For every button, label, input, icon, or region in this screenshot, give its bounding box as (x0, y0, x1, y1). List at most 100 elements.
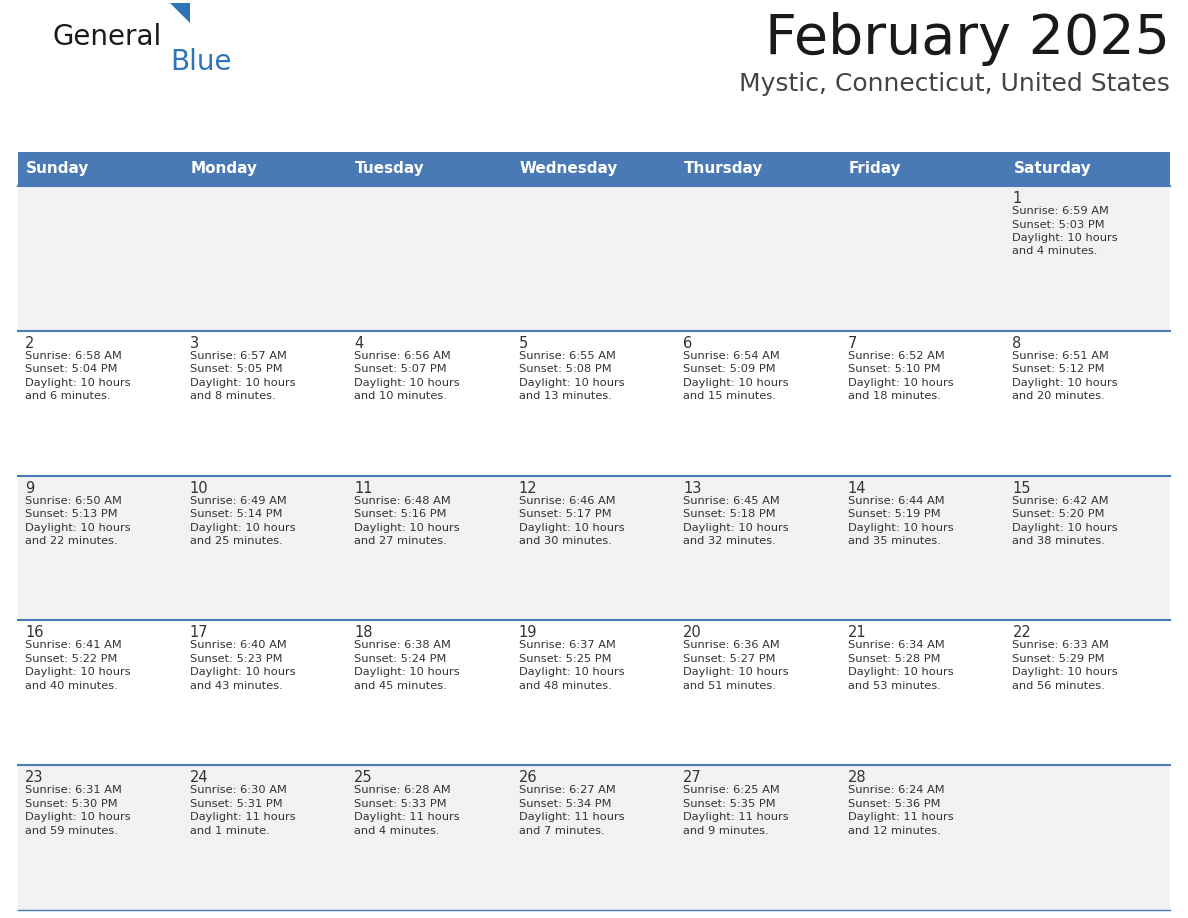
Text: Sunset: 5:24 PM: Sunset: 5:24 PM (354, 654, 447, 664)
Text: and 7 minutes.: and 7 minutes. (519, 825, 605, 835)
Text: Sunrise: 6:55 AM: Sunrise: 6:55 AM (519, 351, 615, 361)
Text: 22: 22 (1012, 625, 1031, 641)
Text: 9: 9 (25, 481, 34, 496)
Text: Sunset: 5:14 PM: Sunset: 5:14 PM (190, 509, 282, 519)
Text: Sunrise: 6:24 AM: Sunrise: 6:24 AM (848, 785, 944, 795)
Text: 12: 12 (519, 481, 537, 496)
Text: Daylight: 10 hours: Daylight: 10 hours (1012, 667, 1118, 677)
Text: Sunrise: 6:48 AM: Sunrise: 6:48 AM (354, 496, 451, 506)
Text: 4: 4 (354, 336, 364, 351)
Text: and 6 minutes.: and 6 minutes. (25, 391, 110, 401)
Text: Sunrise: 6:31 AM: Sunrise: 6:31 AM (25, 785, 122, 795)
Text: Sunrise: 6:46 AM: Sunrise: 6:46 AM (519, 496, 615, 506)
Text: Sunset: 5:34 PM: Sunset: 5:34 PM (519, 799, 611, 809)
Text: Daylight: 11 hours: Daylight: 11 hours (354, 812, 460, 823)
Text: Daylight: 10 hours: Daylight: 10 hours (683, 378, 789, 387)
Text: Mystic, Connecticut, United States: Mystic, Connecticut, United States (739, 72, 1170, 96)
Text: Sunset: 5:25 PM: Sunset: 5:25 PM (519, 654, 611, 664)
Text: 25: 25 (354, 770, 373, 785)
Text: Sunrise: 6:34 AM: Sunrise: 6:34 AM (848, 641, 944, 650)
Text: Sunset: 5:09 PM: Sunset: 5:09 PM (683, 364, 776, 375)
Text: Sunset: 5:12 PM: Sunset: 5:12 PM (1012, 364, 1105, 375)
Text: 8: 8 (1012, 336, 1022, 351)
Text: Daylight: 10 hours: Daylight: 10 hours (683, 667, 789, 677)
Text: and 22 minutes.: and 22 minutes. (25, 536, 118, 546)
Text: Daylight: 10 hours: Daylight: 10 hours (848, 522, 954, 532)
Text: Sunset: 5:20 PM: Sunset: 5:20 PM (1012, 509, 1105, 519)
Text: 24: 24 (190, 770, 208, 785)
Text: Saturday: Saturday (1013, 162, 1092, 176)
Text: Wednesday: Wednesday (519, 162, 618, 176)
Text: Sunrise: 6:40 AM: Sunrise: 6:40 AM (190, 641, 286, 650)
Text: Daylight: 10 hours: Daylight: 10 hours (25, 667, 131, 677)
Text: Sunrise: 6:30 AM: Sunrise: 6:30 AM (190, 785, 286, 795)
Text: 14: 14 (848, 481, 866, 496)
Text: and 10 minutes.: and 10 minutes. (354, 391, 447, 401)
Text: Sunrise: 6:52 AM: Sunrise: 6:52 AM (848, 351, 944, 361)
Text: and 12 minutes.: and 12 minutes. (848, 825, 941, 835)
Text: Daylight: 10 hours: Daylight: 10 hours (190, 522, 295, 532)
Text: Sunrise: 6:57 AM: Sunrise: 6:57 AM (190, 351, 286, 361)
Bar (18, 186, 1170, 330)
Text: 21: 21 (848, 625, 866, 641)
Text: Daylight: 10 hours: Daylight: 10 hours (354, 667, 460, 677)
Text: 18: 18 (354, 625, 373, 641)
Text: Sunset: 5:04 PM: Sunset: 5:04 PM (25, 364, 118, 375)
Text: Friday: Friday (849, 162, 902, 176)
Text: and 56 minutes.: and 56 minutes. (1012, 681, 1105, 691)
Text: and 51 minutes.: and 51 minutes. (683, 681, 776, 691)
Text: Sunrise: 6:58 AM: Sunrise: 6:58 AM (25, 351, 122, 361)
Text: Sunset: 5:18 PM: Sunset: 5:18 PM (683, 509, 776, 519)
Text: Daylight: 10 hours: Daylight: 10 hours (848, 378, 954, 387)
Text: Sunset: 5:33 PM: Sunset: 5:33 PM (354, 799, 447, 809)
Text: 2: 2 (25, 336, 34, 351)
Text: Sunrise: 6:37 AM: Sunrise: 6:37 AM (519, 641, 615, 650)
Text: Sunday: Sunday (26, 162, 89, 176)
Text: Sunrise: 6:51 AM: Sunrise: 6:51 AM (1012, 351, 1110, 361)
Text: Daylight: 11 hours: Daylight: 11 hours (519, 812, 625, 823)
Text: and 13 minutes.: and 13 minutes. (519, 391, 612, 401)
Text: Sunrise: 6:36 AM: Sunrise: 6:36 AM (683, 641, 781, 650)
Text: Sunset: 5:30 PM: Sunset: 5:30 PM (25, 799, 118, 809)
Text: Sunset: 5:36 PM: Sunset: 5:36 PM (848, 799, 941, 809)
Text: and 20 minutes.: and 20 minutes. (1012, 391, 1105, 401)
Text: 26: 26 (519, 770, 537, 785)
Text: Daylight: 10 hours: Daylight: 10 hours (25, 812, 131, 823)
Text: General: General (52, 23, 162, 51)
Text: and 4 minutes.: and 4 minutes. (354, 825, 440, 835)
Text: and 38 minutes.: and 38 minutes. (1012, 536, 1105, 546)
Text: Sunrise: 6:27 AM: Sunrise: 6:27 AM (519, 785, 615, 795)
Bar (18, 152, 1170, 186)
Text: Sunset: 5:05 PM: Sunset: 5:05 PM (190, 364, 283, 375)
Text: Daylight: 10 hours: Daylight: 10 hours (1012, 233, 1118, 243)
Text: Sunrise: 6:45 AM: Sunrise: 6:45 AM (683, 496, 781, 506)
Text: 20: 20 (683, 625, 702, 641)
Text: and 30 minutes.: and 30 minutes. (519, 536, 612, 546)
Text: and 48 minutes.: and 48 minutes. (519, 681, 612, 691)
Text: Sunrise: 6:41 AM: Sunrise: 6:41 AM (25, 641, 121, 650)
Text: 27: 27 (683, 770, 702, 785)
Text: Sunset: 5:10 PM: Sunset: 5:10 PM (848, 364, 941, 375)
Text: Daylight: 11 hours: Daylight: 11 hours (190, 812, 295, 823)
Text: Sunrise: 6:38 AM: Sunrise: 6:38 AM (354, 641, 451, 650)
Text: 19: 19 (519, 625, 537, 641)
Text: and 53 minutes.: and 53 minutes. (848, 681, 941, 691)
Text: Sunrise: 6:25 AM: Sunrise: 6:25 AM (683, 785, 781, 795)
Text: and 1 minute.: and 1 minute. (190, 825, 270, 835)
Text: Daylight: 11 hours: Daylight: 11 hours (848, 812, 954, 823)
Text: Sunset: 5:22 PM: Sunset: 5:22 PM (25, 654, 118, 664)
Text: Sunrise: 6:49 AM: Sunrise: 6:49 AM (190, 496, 286, 506)
Text: Sunrise: 6:33 AM: Sunrise: 6:33 AM (1012, 641, 1110, 650)
Text: Sunrise: 6:56 AM: Sunrise: 6:56 AM (354, 351, 451, 361)
Text: Sunrise: 6:54 AM: Sunrise: 6:54 AM (683, 351, 781, 361)
Text: and 18 minutes.: and 18 minutes. (848, 391, 941, 401)
Text: Daylight: 10 hours: Daylight: 10 hours (354, 522, 460, 532)
Text: Daylight: 10 hours: Daylight: 10 hours (519, 667, 625, 677)
Text: Sunset: 5:17 PM: Sunset: 5:17 PM (519, 509, 612, 519)
Text: 23: 23 (25, 770, 44, 785)
Text: Sunset: 5:07 PM: Sunset: 5:07 PM (354, 364, 447, 375)
Bar (18, 621, 1170, 766)
Text: Daylight: 10 hours: Daylight: 10 hours (683, 522, 789, 532)
Text: Sunrise: 6:50 AM: Sunrise: 6:50 AM (25, 496, 122, 506)
Text: Thursday: Thursday (684, 162, 764, 176)
